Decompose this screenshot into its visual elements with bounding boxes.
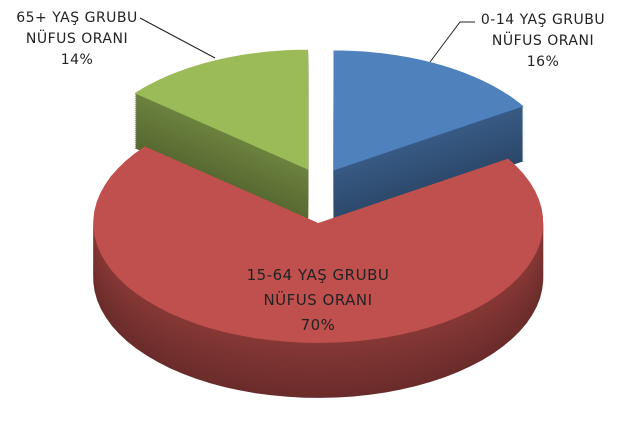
- percent-label: 14%: [60, 52, 94, 68]
- data-label: 15-64 YAŞ GRUBU NÜFUS ORANI 70%: [218, 263, 418, 338]
- slice: [93, 146, 544, 343]
- slice: [134, 49, 309, 170]
- category-label: 65+ YAŞ GRUBU NÜFUS ORANI: [16, 10, 138, 47]
- data-label: 65+ YAŞ GRUBU NÜFUS ORANI 14%: [2, 8, 152, 71]
- percent-label: 70%: [300, 316, 336, 334]
- slice: [333, 50, 524, 171]
- category-label: 15-64 YAŞ GRUBU NÜFUS ORANI: [246, 266, 390, 309]
- data-label: 0-14 YAŞ GRUBU NÜFUS ORANI 16%: [468, 10, 618, 73]
- percent-label: 16%: [526, 54, 560, 70]
- category-label: 0-14 YAŞ GRUBU NÜFUS ORANI: [480, 12, 606, 49]
- leader-line: [429, 21, 475, 63]
- leader-line: [139, 17, 216, 59]
